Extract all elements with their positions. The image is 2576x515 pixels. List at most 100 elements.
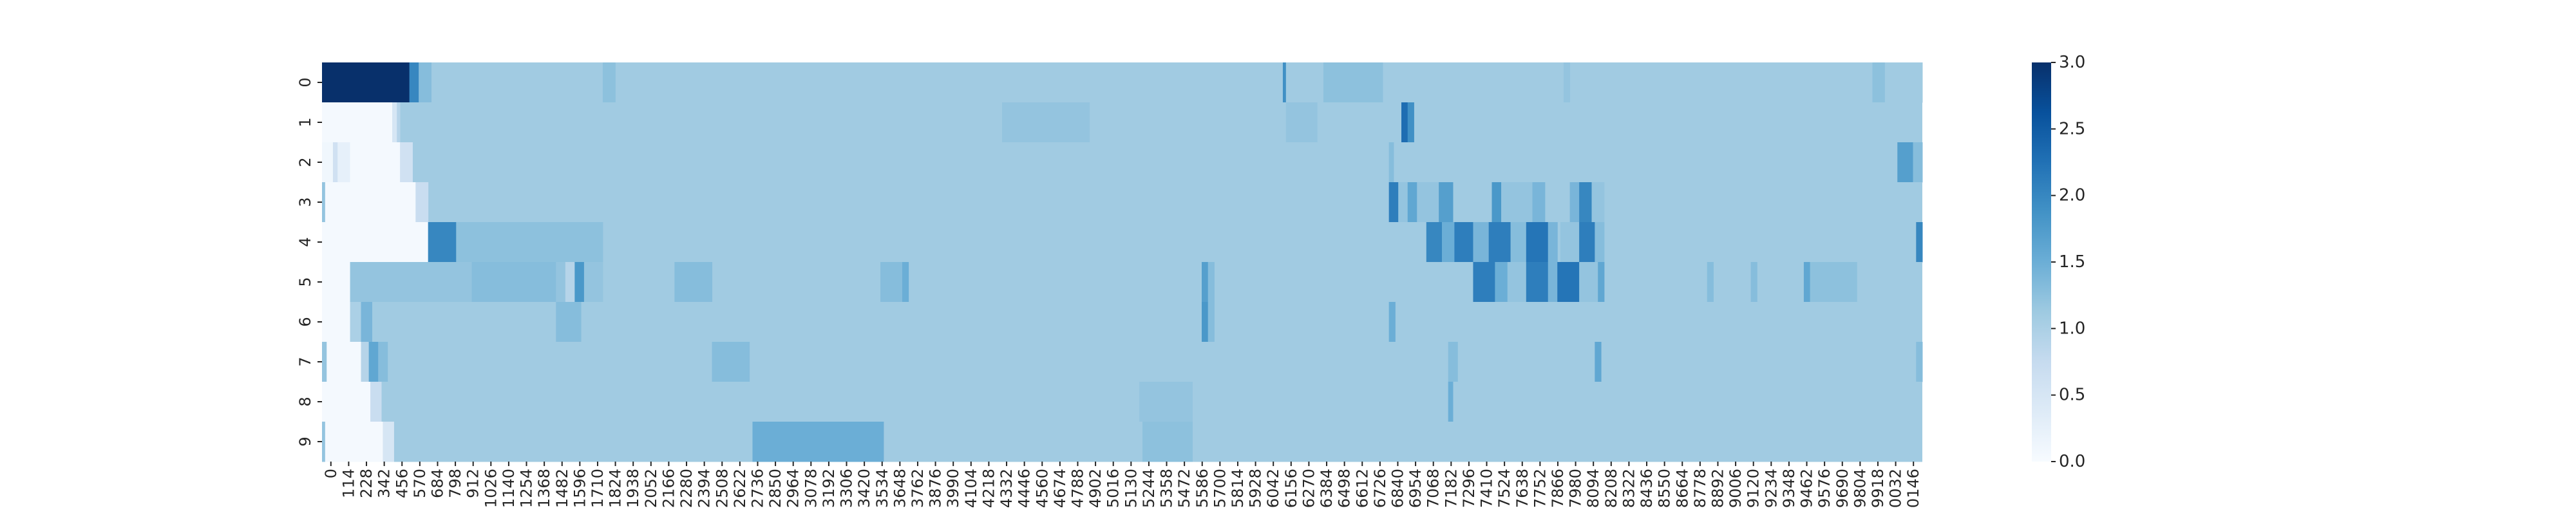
x-tick-label: 6954: [1406, 469, 1425, 508]
heatmap-cell-row5-seg9: [902, 262, 909, 303]
heatmap-cell-row2-seg7: [1913, 142, 1923, 183]
heatmap-cell-row1-seg5: [1401, 102, 1408, 143]
heatmap-cell-row5-seg23: [1810, 262, 1857, 303]
heatmap-cell-row5-seg21: [1750, 262, 1757, 303]
heatmap-cell-row5-seg22: [1803, 262, 1811, 303]
x-tick-label: 2622: [731, 469, 749, 508]
heatmap-cell-row5-seg16: [1548, 262, 1558, 303]
heatmap-cell-row4-seg7: [1488, 222, 1511, 263]
heatmap-cell-row4-seg0: [322, 222, 429, 263]
y-tick-label: 2: [296, 157, 314, 167]
x-tick-label: 9576: [1815, 469, 1833, 508]
heatmap-cells: [322, 62, 1923, 462]
x-tick-label: 7752: [1531, 469, 1549, 508]
x-tick-label: 8208: [1602, 469, 1620, 508]
x-tick-label: 3648: [891, 469, 909, 508]
x-tick-label: 5472: [1175, 469, 1193, 508]
x-tick-label: 6384: [1318, 469, 1336, 508]
heatmap-cell-row0-seg1: [409, 62, 419, 103]
heatmap-cell-row4-seg11: [1560, 222, 1580, 263]
x-tick-label: 9348: [1780, 469, 1798, 508]
x-tick-label: 3306: [838, 469, 856, 508]
x-tick-label: 0146: [1904, 469, 1922, 508]
heatmap-cell-row5-seg11: [1208, 262, 1215, 303]
heatmap-cell-row0-seg2: [419, 62, 432, 103]
colorbar-tick-label: 2.0: [2059, 186, 2085, 205]
heatmap-cell-row2-seg3: [350, 142, 401, 183]
heatmap-cell-row4-seg12: [1579, 222, 1595, 263]
y-tick-label: 1: [296, 117, 314, 127]
x-tick-label: 456: [393, 469, 411, 498]
x-tick-label: 7296: [1460, 469, 1478, 508]
x-tick-label: 5016: [1104, 469, 1122, 508]
heatmap-cell-row3-seg7: [1439, 182, 1454, 223]
heatmap-cell-row7-seg1: [327, 342, 362, 382]
x-tick-label: 2052: [642, 469, 660, 508]
x-tick-label: 5928: [1247, 469, 1265, 508]
x-tick-label: 6726: [1371, 469, 1389, 508]
heatmap-cell-row6-seg3: [556, 302, 582, 342]
heatmap-cell-row0-seg0: [322, 62, 410, 103]
x-tick-label: 2508: [713, 469, 731, 508]
colorbar-tick-label: 2.5: [2059, 119, 2085, 138]
x-tick-label: 7068: [1425, 469, 1443, 508]
heatmap-cell-row8-seg1: [370, 382, 382, 422]
x-tick-label: 3534: [873, 469, 891, 508]
x-tick-label: 5244: [1140, 469, 1158, 508]
x-tick-label: 5358: [1158, 469, 1176, 508]
heatmap-cell-row6-seg5: [1208, 302, 1215, 342]
heatmap-cell-row5-seg8: [880, 262, 903, 303]
x-tick-label: 2850: [766, 469, 784, 508]
heatmap-cell-row3-seg5: [1407, 182, 1417, 223]
heatmap-cell-row4-seg2: [456, 222, 603, 263]
x-tick-label: 3762: [909, 469, 927, 508]
x-tick-label: 3192: [820, 469, 838, 508]
heatmap-cell-row3-seg6: [1417, 182, 1439, 223]
x-tick-label: 0: [322, 469, 340, 478]
heatmap-cell-row3-seg0: [322, 182, 326, 223]
x-tick-label: 7410: [1478, 469, 1496, 508]
x-tick-label: 0032: [1887, 469, 1905, 508]
x-tick-label: 342: [375, 469, 393, 498]
x-tick-label: 4674: [1051, 469, 1069, 508]
x-tick-label: 7866: [1549, 469, 1567, 508]
x-tick-label: 7980: [1567, 469, 1585, 508]
heatmap-cell-row5-seg15: [1526, 262, 1549, 303]
heatmap-cell-row9-seg1: [325, 422, 383, 462]
y-tick-label: 3: [296, 197, 314, 207]
heatmap-cell-row7-seg5: [712, 342, 750, 382]
x-tick-label: 6840: [1388, 469, 1406, 508]
x-tick-label: 7638: [1513, 469, 1531, 508]
heatmap-cell-row6-seg2: [361, 302, 373, 342]
colorbar-axis: 0.0 0.5 1.0 1.5 2.0 2.5 3.0: [2051, 53, 2085, 471]
heatmap-cell-row5-seg2: [471, 262, 556, 303]
x-tick-label: 7182: [1442, 469, 1460, 508]
heatmap-cell-row5-seg4: [565, 262, 575, 303]
x-tick-label: 9006: [1727, 469, 1745, 508]
heatmap-cell-row2-seg6: [1897, 142, 1913, 183]
x-tick-label: 1482: [553, 469, 571, 508]
x-axis: 0 114 228 342 456 570 684 798 912 1026 1140 1254 136…: [322, 462, 1922, 508]
heatmap-cell-row1-seg4: [1285, 102, 1318, 143]
heatmap-cell-row9-seg3: [752, 422, 884, 462]
x-tick-label: 8322: [1620, 469, 1638, 508]
x-tick-label: 1368: [535, 469, 553, 508]
heatmap-cell-row5-seg1: [350, 262, 473, 303]
x-tick-label: 1596: [571, 469, 589, 508]
heatmap-cell-row3-seg9: [1501, 182, 1533, 223]
x-tick-label: 684: [428, 469, 446, 498]
heatmap-cell-row0-seg6: [1323, 62, 1383, 103]
heatmap-cell-row2-seg4: [400, 142, 413, 183]
x-tick-label: 9120: [1745, 469, 1763, 508]
heatmap-cell-row2-seg5: [1388, 142, 1394, 183]
heatmap-cell-row4-seg1: [428, 222, 457, 263]
heatmap-cell-row3-seg13: [1591, 182, 1605, 223]
x-tick-label: 2964: [784, 469, 802, 508]
y-tick-label: 5: [296, 277, 314, 286]
y-tick-label: 6: [296, 317, 314, 326]
heatmap-cell-row5-seg19: [1598, 262, 1605, 303]
heatmap-cell-row8-seg0: [322, 382, 371, 422]
heatmap-cell-row5-seg0: [322, 262, 351, 303]
heatmap-cell-row4-seg8: [1510, 222, 1527, 263]
